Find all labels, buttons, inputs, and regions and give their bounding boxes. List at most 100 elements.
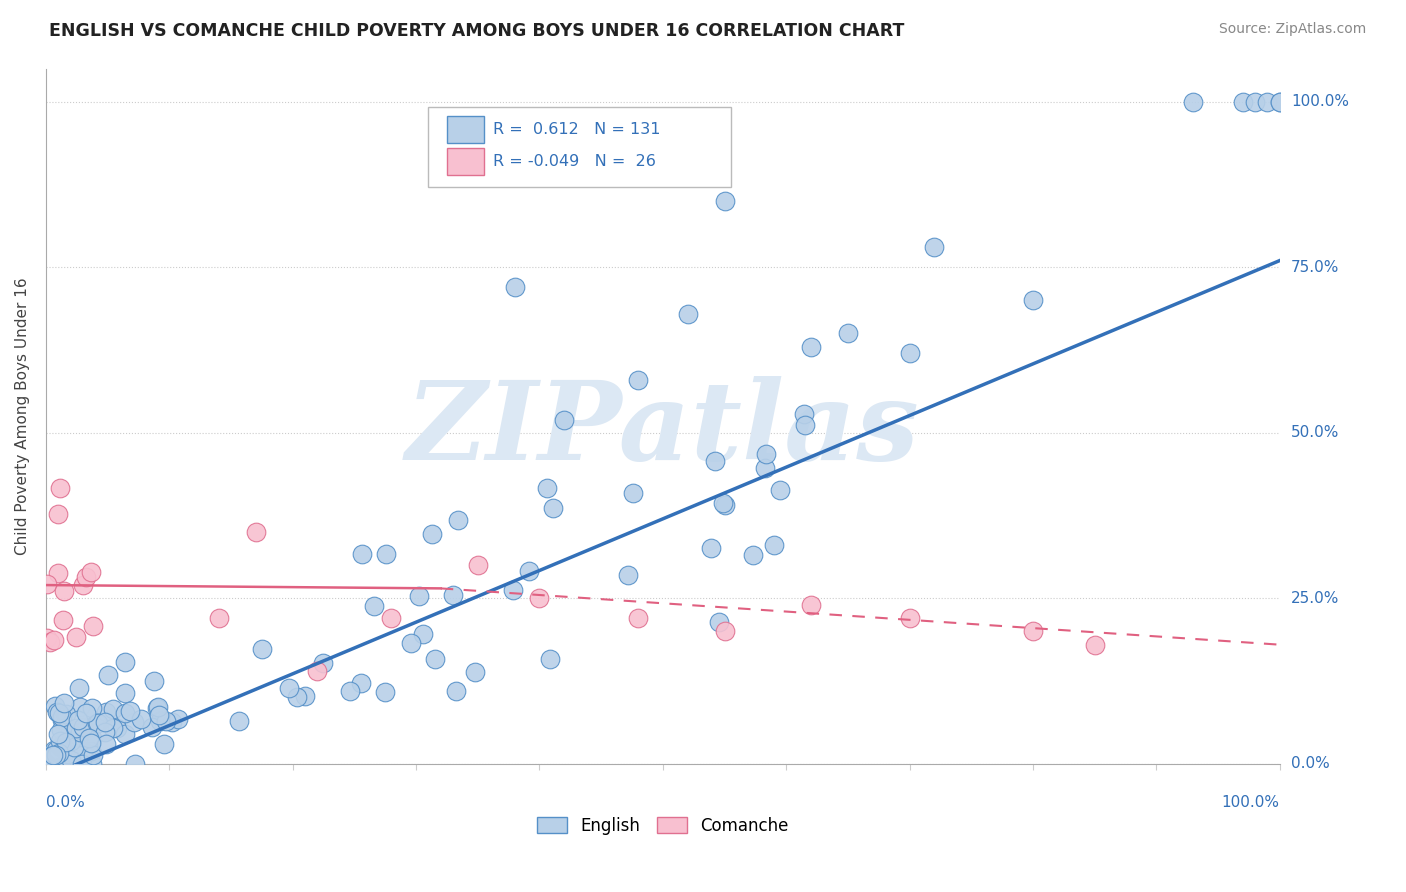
Point <box>399 635 422 649</box>
Point <box>149 714 172 728</box>
Point <box>441 587 464 601</box>
Point <box>146 700 169 714</box>
Point <box>51 713 73 727</box>
Text: 50.0%: 50.0% <box>1291 425 1339 441</box>
Point <box>72 744 94 758</box>
Point <box>55 735 77 749</box>
Point <box>160 714 183 729</box>
Point <box>375 547 398 561</box>
Point <box>793 408 815 422</box>
Point <box>46 726 69 740</box>
Point <box>75 706 97 720</box>
Point <box>35 756 58 771</box>
Point <box>1232 95 1254 109</box>
Point <box>898 611 921 625</box>
Point <box>141 721 163 735</box>
Point <box>58 756 80 771</box>
Point <box>167 713 190 727</box>
Point <box>82 748 104 763</box>
Point <box>60 753 83 767</box>
Point <box>67 730 90 744</box>
Point <box>97 668 120 682</box>
Point <box>711 496 734 510</box>
Point <box>94 737 117 751</box>
Point <box>75 570 97 584</box>
Text: 0.0%: 0.0% <box>1291 756 1330 772</box>
Point <box>278 681 301 696</box>
Point <box>48 481 70 495</box>
Point <box>53 696 76 710</box>
Point <box>49 739 72 753</box>
Point <box>51 709 73 723</box>
Legend: English, Comanche: English, Comanche <box>530 811 796 842</box>
Point <box>1256 95 1278 109</box>
Point <box>56 747 79 761</box>
Point <box>503 280 526 294</box>
Point <box>423 651 446 665</box>
Point <box>420 527 443 541</box>
Point <box>67 681 90 695</box>
Point <box>769 483 792 497</box>
Point <box>312 656 335 670</box>
Point <box>118 705 141 719</box>
Point <box>447 513 470 527</box>
Point <box>131 712 153 726</box>
Point <box>67 713 90 727</box>
Point <box>79 720 101 734</box>
Point <box>380 611 402 625</box>
Text: 25.0%: 25.0% <box>1291 591 1339 606</box>
Point <box>627 611 650 625</box>
Point <box>46 507 69 521</box>
Point <box>1022 293 1045 308</box>
Point <box>1182 95 1205 109</box>
Point <box>922 240 945 254</box>
Point <box>155 714 177 728</box>
Point <box>713 624 735 639</box>
Point <box>65 630 87 644</box>
Point <box>502 582 524 597</box>
Text: R =  0.612   N = 131: R = 0.612 N = 131 <box>492 122 659 137</box>
Point <box>69 699 91 714</box>
Point <box>60 733 83 747</box>
Point <box>444 683 467 698</box>
Text: ZIPatlas: ZIPatlas <box>406 376 920 483</box>
Point <box>627 373 650 387</box>
Point <box>553 412 575 426</box>
Point <box>44 632 66 647</box>
Point <box>94 715 117 730</box>
Point <box>101 721 124 735</box>
Point <box>898 346 921 360</box>
Point <box>52 583 75 598</box>
Point <box>103 702 125 716</box>
Point <box>70 756 93 771</box>
Point <box>105 721 128 735</box>
Point <box>408 589 430 603</box>
Point <box>714 498 737 512</box>
Text: ENGLISH VS COMANCHE CHILD POVERTY AMONG BOYS UNDER 16 CORRELATION CHART: ENGLISH VS COMANCHE CHILD POVERTY AMONG … <box>49 22 904 40</box>
Point <box>42 743 65 757</box>
Point <box>700 541 723 556</box>
Text: 100.0%: 100.0% <box>1222 795 1279 810</box>
Point <box>754 461 776 475</box>
Point <box>63 739 86 754</box>
Point <box>48 746 70 760</box>
Point <box>80 744 103 758</box>
Point <box>350 676 373 690</box>
Point <box>1268 95 1291 109</box>
Point <box>704 453 727 467</box>
Text: 0.0%: 0.0% <box>46 795 84 810</box>
Point <box>79 736 101 750</box>
Point <box>52 613 75 627</box>
Point <box>363 599 385 613</box>
Point <box>800 340 823 354</box>
Point <box>1244 95 1267 109</box>
Point <box>65 721 87 735</box>
Point <box>114 655 136 669</box>
Point <box>86 715 108 730</box>
FancyBboxPatch shape <box>447 148 484 175</box>
Point <box>148 708 170 723</box>
FancyBboxPatch shape <box>429 107 731 186</box>
Point <box>48 706 70 720</box>
Point <box>250 641 273 656</box>
Point <box>153 737 176 751</box>
